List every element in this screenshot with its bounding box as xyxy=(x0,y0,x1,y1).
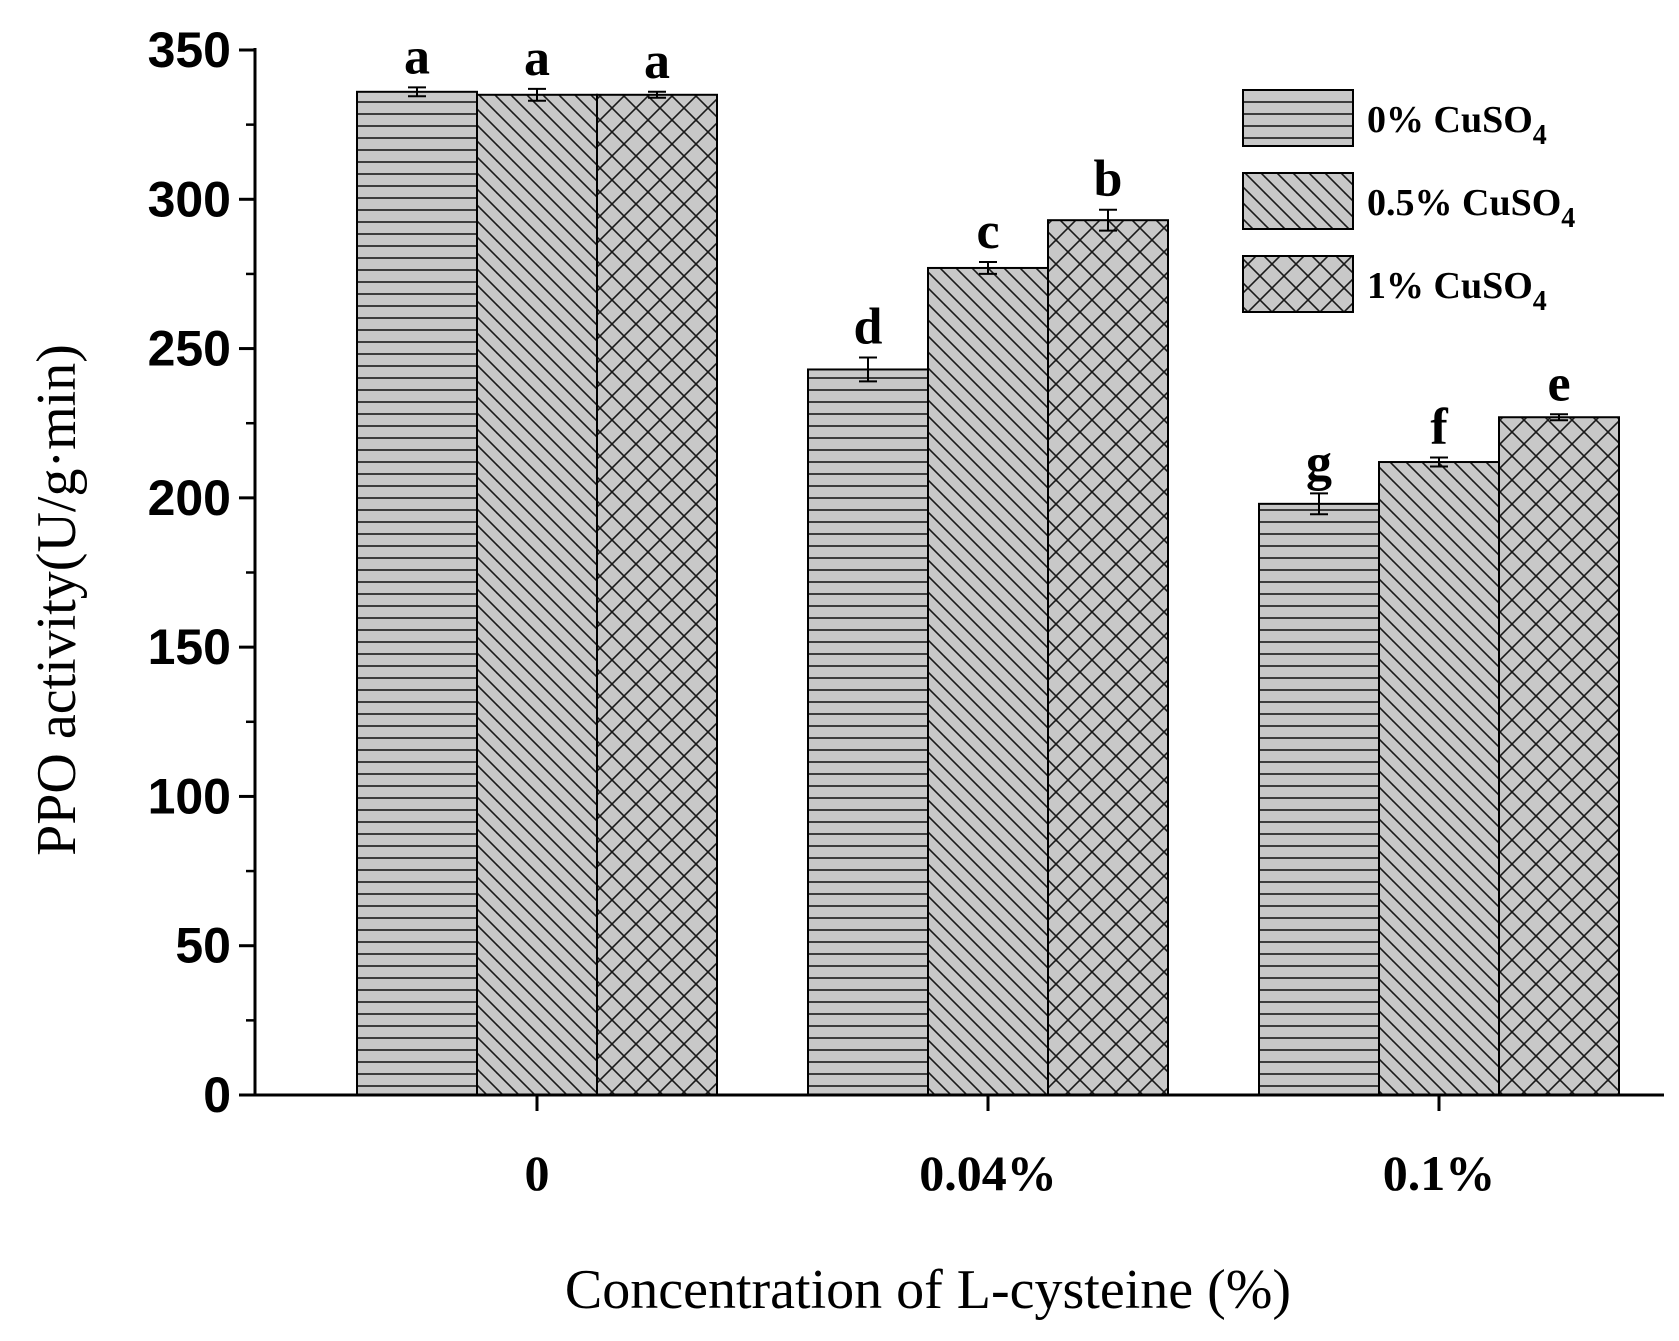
bar xyxy=(356,90,478,1097)
y-ticks: 0 50 100 150 200 250 300 350 xyxy=(148,22,255,1123)
legend-swatch xyxy=(1242,172,1354,230)
bar xyxy=(927,266,1049,1096)
significance-letter: g xyxy=(1306,434,1332,491)
legend-swatch xyxy=(1242,89,1354,147)
error-bar xyxy=(859,356,877,383)
y-tick-label: 200 xyxy=(148,470,231,526)
legend-label: 0% CuSO4 xyxy=(1367,99,1547,151)
error-bar xyxy=(979,260,997,275)
error-bar xyxy=(1099,208,1117,232)
error-bar xyxy=(1430,456,1448,468)
error-bar xyxy=(408,86,426,98)
x-tick-label: 0.04% xyxy=(919,1145,1057,1201)
y-tick-label: 0 xyxy=(203,1067,231,1123)
significance-letter: e xyxy=(1547,355,1570,412)
y-tick-label: 250 xyxy=(148,321,231,377)
x-axis-title: Concentration of L-cysteine (%) xyxy=(565,1259,1291,1321)
error-bar xyxy=(1550,413,1568,422)
error-bar xyxy=(1310,492,1328,516)
significance-letter: d xyxy=(854,299,883,356)
y-axis-title: PPO activity(U/g·min) xyxy=(26,344,88,856)
significance-letter: a xyxy=(404,28,430,85)
significance-letter: f xyxy=(1430,399,1448,456)
y-tick-label: 50 xyxy=(175,918,231,974)
legend-item: 0% CuSO4 xyxy=(1242,89,1547,151)
y-tick-label: 350 xyxy=(148,22,231,78)
y-tick-label: 300 xyxy=(148,171,231,227)
legend: 0% CuSO4 0.5% CuSO4 1% CuSO4 xyxy=(1242,89,1575,317)
bars-layer xyxy=(356,90,1620,1097)
significance-letter: a xyxy=(524,30,550,87)
y-tick-label: 150 xyxy=(148,619,231,675)
significance-letters-layer: a d g a c f a b e xyxy=(404,28,1571,491)
legend-item: 0.5% CuSO4 xyxy=(1242,172,1575,234)
legend-label: 1% CuSO4 xyxy=(1367,265,1547,317)
legend-label: 0.5% CuSO4 xyxy=(1367,182,1575,234)
x-tick-label: 0.1% xyxy=(1383,1145,1496,1201)
error-bar xyxy=(648,90,666,99)
legend-swatch xyxy=(1242,255,1354,313)
bar xyxy=(596,93,718,1097)
bar xyxy=(1378,461,1500,1096)
x-tick-label: 0 xyxy=(525,1145,550,1201)
significance-letter: b xyxy=(1094,151,1123,208)
significance-letter: c xyxy=(976,203,999,260)
significance-letter: a xyxy=(644,33,670,90)
bar xyxy=(1258,502,1380,1097)
y-tick-label: 100 xyxy=(148,768,231,824)
bar xyxy=(1498,416,1620,1096)
error-bar xyxy=(528,87,546,102)
x-ticks: 0 0.04% 0.1% xyxy=(525,1095,1496,1201)
error-bars-layer xyxy=(408,86,1568,516)
bar xyxy=(476,93,598,1097)
bar xyxy=(1047,219,1169,1096)
bar xyxy=(807,368,929,1096)
legend-item: 1% CuSO4 xyxy=(1242,255,1547,317)
